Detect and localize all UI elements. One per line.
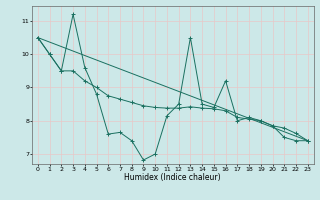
X-axis label: Humidex (Indice chaleur): Humidex (Indice chaleur) bbox=[124, 173, 221, 182]
